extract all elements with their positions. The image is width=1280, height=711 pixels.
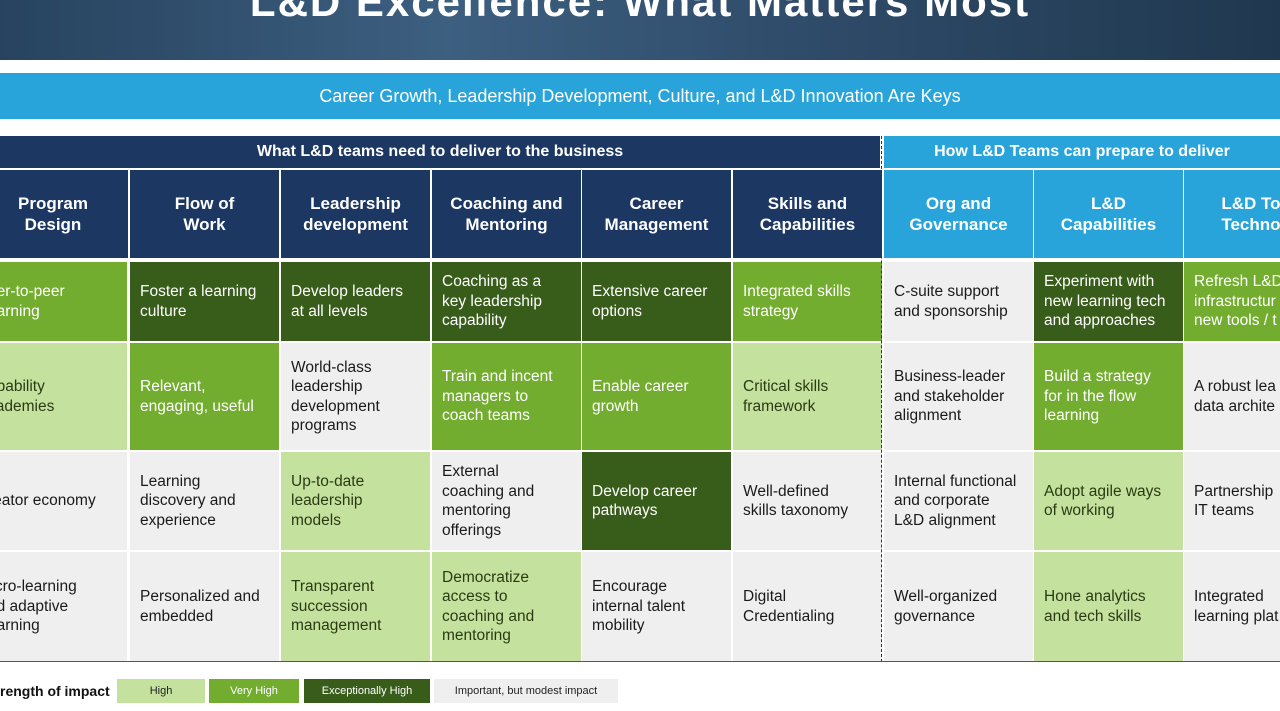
matrix-cell: reator economy	[0, 452, 127, 550]
matrix-cell: Digital Credentialing	[733, 552, 882, 661]
impact-matrix: Program Designeer-to-peer earningapabili…	[0, 170, 1280, 662]
matrix-cell: Critical skills framework	[733, 343, 882, 450]
matrix-cell: Partnership IT teams	[1184, 452, 1280, 550]
matrix-cell: Foster a learning culture	[130, 262, 279, 341]
matrix-cell: Transparent succession management	[281, 552, 430, 661]
matrix-cell: Personalized and embedded	[130, 552, 279, 661]
matrix-cell: Up-to-date leadership models	[281, 452, 430, 550]
matrix-cell: Extensive career options	[582, 262, 731, 341]
legend-very-high: Very High	[209, 679, 299, 703]
subtitle-bar: Career Growth, Leadership Development, C…	[0, 73, 1280, 119]
table-bottom-rule	[0, 661, 1280, 662]
column-header: Program Design	[0, 170, 128, 258]
matrix-cell: Hone analytics and tech skills	[1034, 552, 1183, 661]
title-banner: L&D Excellence: What Matters Most	[0, 0, 1280, 60]
matrix-cell: apability cademies	[0, 343, 127, 450]
matrix-cell: Refresh L&D infrastructur new tools / t	[1184, 262, 1280, 341]
matrix-cell: C-suite support and sponsorship	[884, 262, 1033, 341]
column-header: Career Management	[582, 170, 731, 258]
matrix-cell: External coaching and mentoring offering…	[432, 452, 581, 550]
section-header-prepare: How L&D Teams can prepare to deliver	[884, 136, 1280, 168]
legend-modest: Important, but modest impact	[434, 679, 618, 703]
column-header: L&D Capabilities	[1034, 170, 1183, 258]
column-header: Flow of Work	[130, 170, 279, 258]
matrix-cell: Train and incent managers to coach teams	[432, 343, 581, 450]
legend-high: High	[117, 679, 205, 703]
section-divider	[881, 136, 882, 662]
matrix-cell: World-class leadership development progr…	[281, 343, 430, 450]
matrix-cell: A robust lea data archite	[1184, 343, 1280, 450]
matrix-cell: eer-to-peer earning	[0, 262, 127, 341]
matrix-cell: Well-organized governance	[884, 552, 1033, 661]
matrix-cell: Develop leaders at all levels	[281, 262, 430, 341]
matrix-cell: Learning discovery and experience	[130, 452, 279, 550]
section-header-deliver: What L&D teams need to deliver to the bu…	[0, 136, 880, 168]
legend-exceptionally-high: Exceptionally High	[304, 679, 430, 703]
matrix-cell: Well-defined skills taxonomy	[733, 452, 882, 550]
matrix-cell: Adopt agile ways of working	[1034, 452, 1183, 550]
legend-label: rength of impact	[0, 683, 110, 699]
column-header: Org and Governance	[884, 170, 1033, 258]
matrix-cell: Integrated learning plat	[1184, 552, 1280, 661]
matrix-cell: Internal functional and corporate L&D al…	[884, 452, 1033, 550]
column-header: L&D Tool Technolo	[1184, 170, 1280, 258]
column-header: Leadership development	[281, 170, 430, 258]
matrix-cell: Experiment with new learning tech and ap…	[1034, 262, 1183, 341]
page-title: L&D Excellence: What Matters Most	[249, 0, 1031, 25]
matrix-cell: Encourage internal talent mobility	[582, 552, 731, 661]
matrix-cell: Relevant, engaging, useful	[130, 343, 279, 450]
matrix-cell: Enable career growth	[582, 343, 731, 450]
matrix-cell: Integrated skills strategy	[733, 262, 882, 341]
matrix-cell: Coaching as a key leadership capability	[432, 262, 581, 341]
column-header: Skills and Capabilities	[733, 170, 882, 258]
matrix-cell: Develop career pathways	[582, 452, 731, 550]
matrix-cell: Business-leader and stakeholder alignmen…	[884, 343, 1033, 450]
matrix-cell: Build a strategy for in the flow learnin…	[1034, 343, 1183, 450]
column-header: Coaching and Mentoring	[432, 170, 581, 258]
matrix-cell: Democratize access to coaching and mento…	[432, 552, 581, 661]
matrix-cell: licro-learning nd adaptive earning	[0, 552, 127, 661]
